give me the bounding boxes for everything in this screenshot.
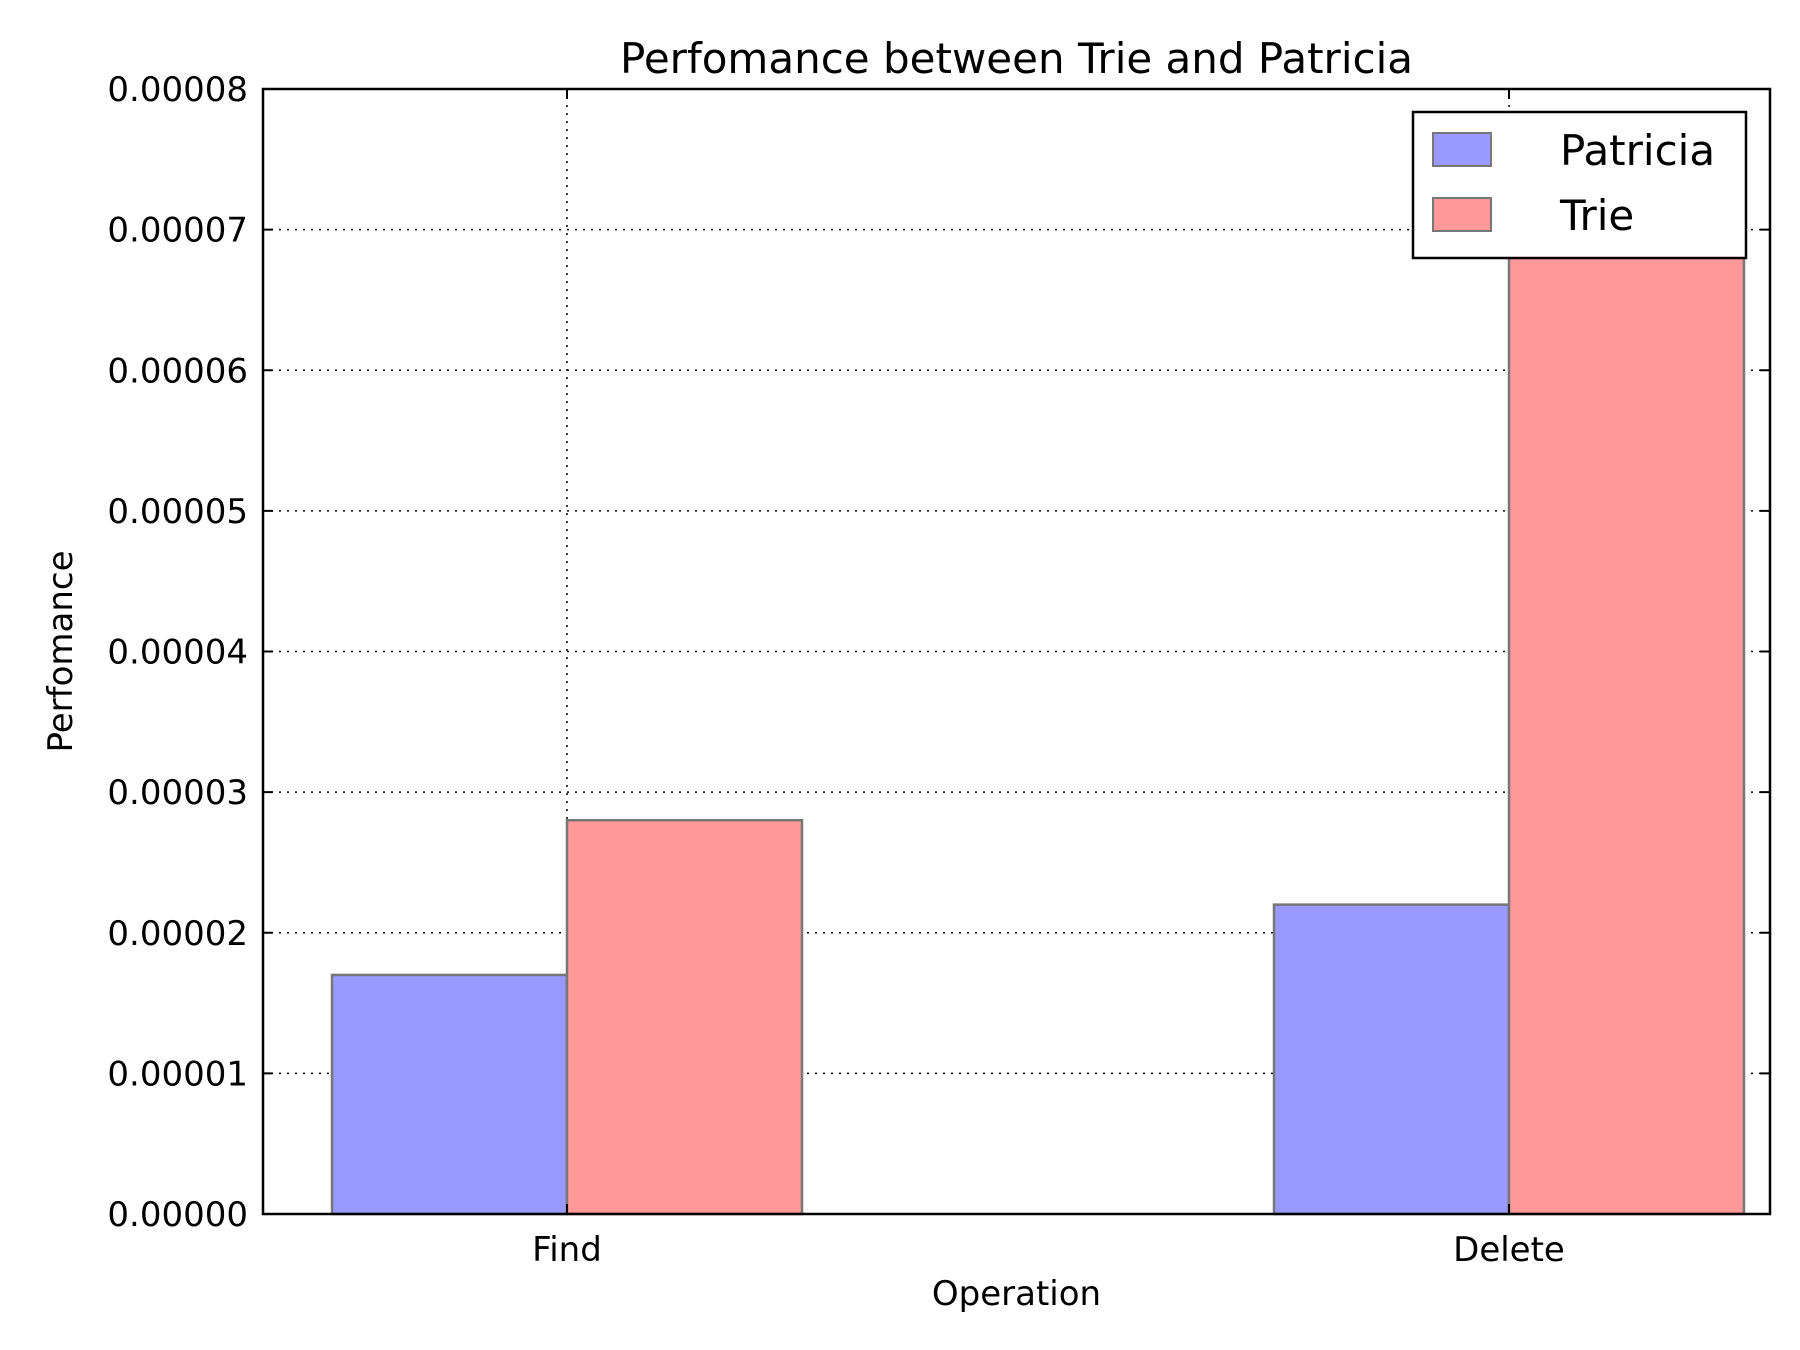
bar-trie-find [565,819,804,1216]
y-tick-label: 0.00003 [107,773,248,813]
legend-swatch-patricia [1432,132,1492,167]
y-tick-label: 0.00004 [107,633,248,673]
y-axis-label: Perfomance [41,550,81,752]
y-tick-label: 0.00000 [107,1195,248,1235]
bar-trie-delete [1507,256,1746,1216]
bar-patricia-delete [1272,903,1511,1216]
bars-layer [330,256,1746,1216]
y-tick-label: 0.00007 [107,211,248,251]
y-tick-label: 0.00008 [107,70,248,110]
bar-patricia-find [330,973,569,1216]
y-tick-label: 0.00002 [107,914,248,954]
y-tick-label: 0.00001 [107,1054,248,1094]
legend: Patricia Trie [1411,110,1748,260]
chart-title: Perfomance between Trie and Patricia [620,34,1413,83]
x-tick-label: Find [532,1230,602,1270]
ticks-layer: 0.00000 0.00001 0.00002 0.00003 0.00004 0.000… [107,70,1770,1270]
y-tick-label: 0.00005 [107,492,248,532]
x-axis-label: Operation [932,1274,1101,1314]
y-tick-label: 0.00006 [107,351,248,391]
legend-label-trie: Trie [1559,191,1634,240]
x-tick-label: Delete [1453,1230,1565,1270]
legend-swatch-trie [1432,197,1492,232]
legend-label-patricia: Patricia [1560,126,1715,175]
